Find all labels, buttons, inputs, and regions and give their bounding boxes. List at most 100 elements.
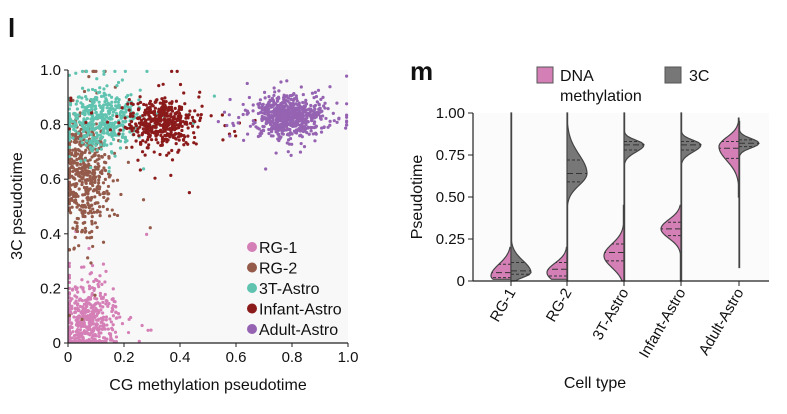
scatter-point-infant-astro (180, 128, 184, 133)
scatter-point-rg-1 (98, 291, 102, 296)
scatter-point-rg-2 (115, 213, 120, 218)
scatter-point-rg-1 (93, 314, 97, 319)
scatter-point-3t-astro (67, 145, 71, 149)
scatter-point-3t-astro (102, 143, 106, 148)
scatter-point-adult-astro (322, 125, 326, 130)
scatter-point-adult-astro (294, 96, 299, 100)
scatter-point-rg-2 (104, 161, 108, 165)
scatter-point-rg-1 (67, 264, 71, 269)
scatter-point-infant-astro (148, 105, 152, 109)
scatter-point-infant-astro (148, 99, 153, 103)
scatter-point-infant-astro (179, 105, 184, 109)
scatter-point-rg-1 (88, 287, 92, 291)
scatter-point-3t-astro (118, 113, 122, 117)
scatter-point-infant-astro (136, 158, 140, 162)
scatter-point-3t-astro (138, 88, 142, 92)
scatter-point-infant-astro (163, 112, 167, 116)
scatter-point-rg-2 (70, 205, 74, 209)
scatter-point-adult-astro (293, 124, 297, 128)
legend-label-3c: 3C (689, 68, 709, 85)
scatter-point-rg-2 (69, 211, 73, 215)
scatter-point-adult-astro (316, 110, 320, 115)
scatter-point-3t-astro (107, 112, 111, 116)
scatter-point-adult-astro (335, 120, 339, 124)
scatter-point-adult-astro (303, 119, 307, 123)
scatter-point-rg-1 (67, 291, 71, 295)
scatter-point-adult-astro (246, 132, 250, 136)
scatter-point-infant-astro (148, 115, 152, 119)
scatter-point-rg-1 (127, 317, 131, 321)
scatter-point-rg-2 (83, 226, 87, 230)
scatter-point-infant-astro (172, 128, 177, 132)
scatter-point-infant-astro (67, 127, 71, 131)
scatter-point-rg-2 (67, 183, 71, 188)
scatter-point-adult-astro (289, 131, 293, 135)
scatter-point-3t-astro (99, 143, 103, 147)
scatter-point-rg-1 (71, 287, 75, 291)
scatter-point-3t-astro (102, 87, 106, 91)
scatter-point-rg-2 (71, 226, 75, 230)
scatter-point-infant-astro (138, 168, 142, 172)
scatter-point-adult-astro (324, 116, 328, 121)
scatter-point-infant-astro (145, 129, 149, 133)
scatter-point-infant-astro (176, 150, 180, 154)
violin-3c-rg-1 (510, 112, 532, 282)
scatter-point-adult-astro (303, 100, 307, 105)
scatter-point-rg-1 (80, 278, 84, 282)
scatter-point-rg-2 (73, 140, 78, 145)
scatter-point-adult-astro (269, 127, 273, 131)
scatter-point-3t-astro (122, 113, 126, 117)
scatter-point-rg-1 (114, 310, 118, 314)
scatter-point-rg-2 (95, 225, 99, 230)
scatter-point-adult-astro (290, 124, 294, 128)
scatter-point-3t-astro (75, 107, 80, 111)
x-tick-label: 0.8 (282, 349, 303, 366)
scatter-point-rg-2 (88, 158, 92, 162)
scatter-point-adult-astro (228, 134, 232, 138)
scatter-point-rg-2 (80, 176, 84, 181)
scatter-point-infant-astro (174, 141, 178, 146)
scatter-point-3t-astro (93, 107, 97, 112)
scatter-point-rg-2 (71, 169, 75, 174)
scatter-point-adult-astro (287, 142, 291, 146)
scatter-point-rg-2 (71, 166, 75, 170)
scatter-point-infant-astro (154, 137, 158, 142)
scatter-point-3t-astro (111, 113, 115, 117)
scatter-point-rg-1 (67, 261, 71, 265)
scatter-point-rg-1 (111, 314, 115, 318)
scatter-point-adult-astro (313, 107, 317, 112)
scatter-point-rg-2 (77, 171, 82, 175)
scatter-point-infant-astro (134, 129, 138, 133)
scatter-point-infant-astro (131, 102, 135, 106)
scatter-point-rg-1 (111, 287, 115, 291)
scatter-point-rg-1 (113, 300, 117, 304)
scatter-point-rg-1 (67, 273, 71, 278)
scatter-point-adult-astro (265, 110, 270, 115)
scatter-point-adult-astro (298, 114, 302, 118)
scatter-point-rg-2 (75, 216, 79, 221)
scatter-point-rg-2 (69, 192, 74, 196)
scatter-point-adult-astro (273, 90, 277, 94)
scatter-point-rg-1 (95, 278, 99, 283)
scatter-point-rg-2 (86, 195, 90, 199)
scatter-point-rg-2 (72, 176, 76, 180)
scatter-point-rg-1 (100, 282, 104, 287)
scatter-point-infant-astro (182, 91, 186, 95)
scatter-point-rg-2 (90, 130, 94, 134)
scatter-point-3t-astro (100, 135, 105, 139)
scatter-point-3t-astro (86, 88, 91, 92)
scatter-point-adult-astro (237, 115, 241, 120)
scatter-point-infant-astro (197, 95, 201, 99)
scatter-point-adult-astro (332, 119, 336, 123)
scatter-point-rg-2 (78, 154, 83, 158)
scatter-point-rg-1 (108, 332, 113, 336)
scatter-point-adult-astro (309, 125, 313, 130)
scatter-point-rg-2 (75, 152, 80, 156)
scatter-point-rg-2 (77, 187, 81, 191)
scatter-point-rg-1 (67, 276, 71, 280)
scatter-point-3t-astro (72, 127, 76, 132)
scatter-point-infant-astro (209, 114, 213, 118)
scatter-point-3t-astro (88, 104, 92, 108)
scatter-point-rg-1 (92, 322, 96, 326)
scatter-point-rg-2 (90, 211, 94, 215)
